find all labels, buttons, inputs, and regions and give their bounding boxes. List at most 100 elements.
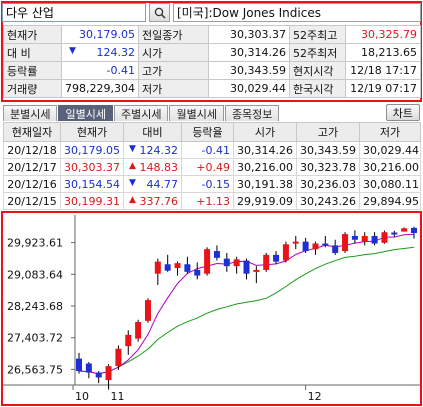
- candle-body: [174, 263, 181, 269]
- candle-body: [154, 261, 161, 274]
- quote-value: -0.41: [61, 61, 139, 80]
- tab-2[interactable]: 주별시세: [113, 105, 169, 121]
- quote-value-text: 30,179.05: [79, 28, 135, 41]
- column-header: 시가: [233, 122, 297, 142]
- quote-label-text: 전일종가: [142, 28, 183, 42]
- quote-value: 30,029.44: [208, 79, 290, 98]
- x-tick-label: 10: [75, 390, 89, 403]
- candle: [76, 352, 82, 374]
- quote-value-text: 30,325.79: [361, 28, 417, 41]
- candle: [164, 254, 171, 272]
- ma-long-line: [78, 246, 415, 375]
- table-row[interactable]: 20/12/18 30,179.05 ▼ 124.32 -0.41 30,314.26 30…: [3, 141, 421, 159]
- tab-strip: 분별시세 일별시세 주별시세 월별시세 종목정보 차트: [3, 104, 420, 121]
- x-tick-label: 12: [308, 390, 322, 403]
- quote-label: 등락률: [3, 61, 62, 80]
- search-input[interactable]: [6, 5, 145, 20]
- tab-3[interactable]: 월별시세: [169, 105, 224, 121]
- candle-body: [125, 334, 132, 347]
- candle: [223, 252, 230, 272]
- candle: [312, 241, 319, 255]
- table-row[interactable]: 20/12/17 30,303.37 ▲ 148.83 +0.49 30,216.00 30…: [3, 158, 421, 176]
- chart-button[interactable]: 차트: [385, 104, 420, 121]
- quote-value: 12/18 17:17: [345, 61, 421, 80]
- quote-label-text: 시가: [142, 46, 163, 60]
- candle-body: [263, 254, 270, 270]
- candle-body: [292, 241, 299, 244]
- price-cell: 30,303.37: [60, 158, 124, 176]
- candle: [282, 241, 289, 263]
- index-name-field: [미국]:Dow Jones Indices: [173, 3, 421, 22]
- date-cell: 20/12/15: [3, 192, 61, 210]
- search-box[interactable]: [2, 3, 146, 22]
- candle: [144, 298, 151, 323]
- quote-row: 거래량 798,229,304 저가 30,029.44 한국시각 12/19 07:17: [3, 79, 421, 98]
- y-tick-label: 28,243.68: [7, 300, 63, 313]
- quote-value-text: 30,343.59: [230, 64, 286, 77]
- quote-label: 거래량: [3, 79, 62, 98]
- x-tick-label: 11: [111, 390, 125, 403]
- high-cell: 30,343.59: [296, 141, 360, 159]
- down-triangle-icon: ▼: [129, 177, 136, 188]
- candle: [154, 258, 161, 286]
- quote-value: ▼ 124.32: [61, 43, 139, 62]
- column-header: 현재가: [60, 122, 124, 142]
- candle: [233, 256, 240, 274]
- quote-label-text: 52주최저: [293, 46, 338, 60]
- quote-table: 현재가 30,179.05 전일종가 30,303.37 52주최고 30,325.79 대…: [3, 25, 421, 98]
- candle: [135, 319, 142, 342]
- candle-body: [282, 244, 289, 261]
- quote-value: 30,303.37: [208, 25, 290, 44]
- quote-row: 대 비 ▼ 124.32 시가 30,314.26 52주최저 18,213.65: [3, 43, 421, 62]
- quote-value: 30,325.79: [345, 25, 421, 44]
- candle: [253, 266, 260, 284]
- candle: [263, 252, 270, 272]
- candle-body: [144, 300, 151, 321]
- y-tick-label: 29,083.64: [7, 268, 63, 281]
- candle: [204, 247, 211, 276]
- candle: [361, 232, 368, 246]
- candle-body: [85, 363, 92, 373]
- candle: [194, 262, 201, 280]
- date-cell: 20/12/18: [3, 141, 61, 159]
- change-value: 148.83: [139, 160, 179, 174]
- quote-value-text: 12/18 17:17: [350, 64, 417, 77]
- table-row[interactable]: 20/12/15 30,199.31 ▲ 337.76 +1.13 29,919.09 30…: [3, 192, 421, 210]
- quote-value-text: 798,229,304: [65, 82, 135, 95]
- tab-0[interactable]: 분별시세: [3, 105, 58, 121]
- candle-body: [371, 235, 378, 244]
- quote-label: 고가: [138, 61, 209, 80]
- quote-panel-highlight: [1, 1, 422, 102]
- column-header: 등락율: [181, 122, 234, 142]
- tab-1[interactable]: 일별시세: [58, 105, 113, 121]
- candle: [391, 230, 398, 237]
- quote-label: 저가: [138, 79, 209, 98]
- candle: [273, 251, 280, 265]
- rate-cell: +1.13: [181, 192, 234, 210]
- candle: [371, 232, 378, 246]
- low-cell: 29,894.95: [359, 192, 421, 210]
- column-header: 고가: [296, 122, 360, 142]
- candle-body: [135, 321, 142, 339]
- quote-row: 등락률 -0.41 고가 30,343.59 현지시각 12/18 17:17: [3, 61, 421, 80]
- open-cell: 30,191.38: [233, 175, 297, 193]
- tab-4[interactable]: 종목정보: [224, 105, 280, 121]
- change-cell: ▼ 124.32: [123, 141, 182, 159]
- column-header: 저가: [359, 122, 421, 142]
- rate-cell: +0.49: [181, 158, 234, 176]
- y-tick-label: 26,563.75: [7, 363, 63, 376]
- candle: [213, 245, 220, 261]
- candle-body: [184, 264, 191, 272]
- quote-label: 시가: [138, 43, 209, 62]
- quote-value-text: 30,303.37: [230, 28, 286, 41]
- y-tick-label: 29,923.61: [7, 237, 63, 250]
- table-row[interactable]: 20/12/16 30,154.54 ▼ 44.77 -0.15 30,191.38 30,…: [3, 175, 421, 193]
- candle: [342, 232, 349, 253]
- candlestick-chart[interactable]: 29,923.61 29,083.64 28,243.68 27,403.72 26,5…: [3, 213, 420, 404]
- quote-label-text: 대 비: [7, 46, 31, 60]
- candle-body: [253, 269, 260, 272]
- quote-row: 현재가 30,179.05 전일종가 30,303.37 52주최고 30,325.79: [3, 25, 421, 44]
- search-button[interactable]: [149, 3, 170, 22]
- column-header: 대비: [123, 122, 182, 142]
- open-cell: 30,216.00: [233, 158, 297, 176]
